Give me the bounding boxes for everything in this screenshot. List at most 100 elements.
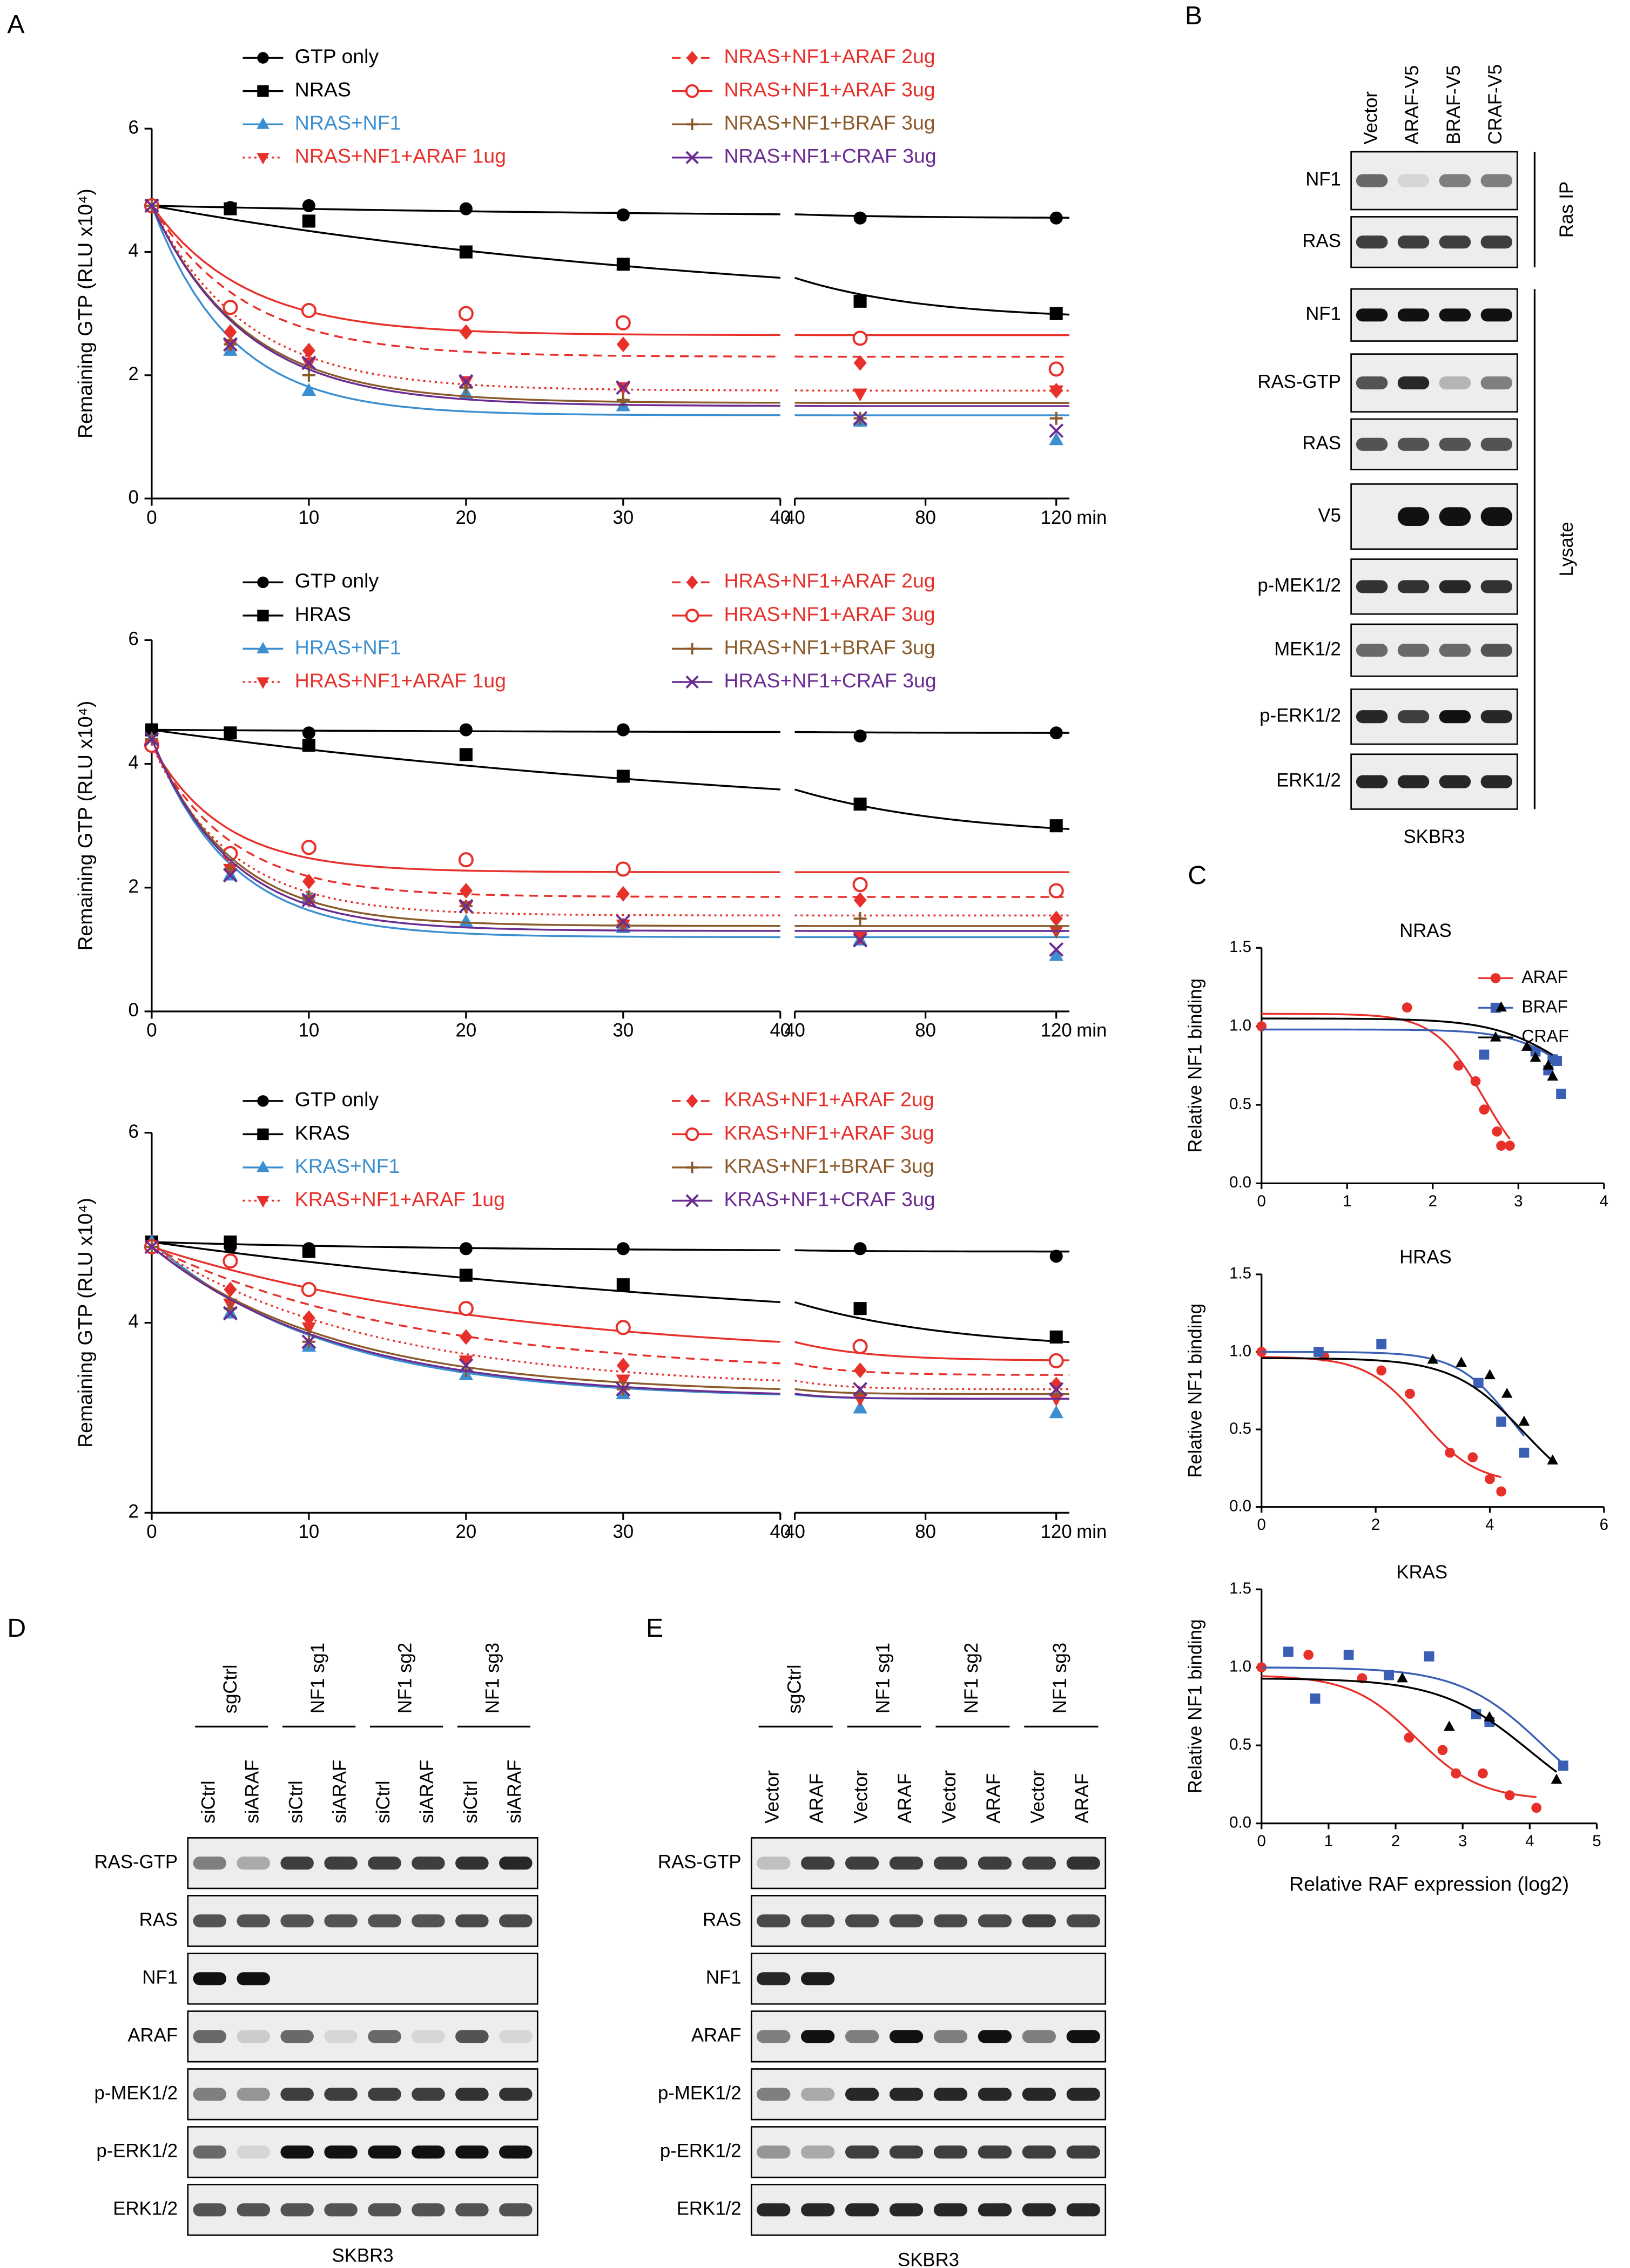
legend-marker [685,609,699,623]
fit-curve [1261,1013,1511,1140]
data-point [1343,1650,1354,1660]
data-point [1049,910,1063,927]
data-point [223,1306,238,1321]
legend-marker [686,118,698,130]
fit-curve [151,205,1069,336]
band [368,2088,401,2101]
y-tick-label: 1.5 [1229,938,1251,956]
band [1397,710,1430,724]
data-point [616,336,630,353]
band [1066,2203,1100,2217]
band [1480,710,1513,724]
y-tick-label: 0 [129,487,139,508]
band [1397,174,1430,187]
band [845,2203,879,2217]
fit-curve [151,739,1069,939]
fit-curve [151,728,1069,734]
legend-marker [257,642,270,653]
data-point [1376,1365,1387,1376]
y-tick-label: 2 [129,1502,139,1522]
lane-label: Vector [939,1770,960,1824]
chart-title: KRAS [1396,1562,1447,1583]
data-point [1048,883,1064,899]
band [412,1914,445,1928]
group-label: NF1 sg1 [873,1643,893,1713]
band [889,1857,924,1870]
band [1397,507,1430,526]
legend-label: BRAF [1521,997,1568,1016]
band [324,1857,358,1870]
x-tick-label: 120 [1041,1522,1072,1542]
band [324,1972,358,1985]
data-point [1049,411,1063,425]
band [1356,308,1388,322]
band [933,2203,968,2217]
band [1397,580,1430,593]
fit-curve [151,1246,1069,1361]
fit-curve [1261,1028,1562,1064]
data-point [616,723,630,737]
lane-label: ARAF [984,1773,1004,1824]
y-tick-label: 1.5 [1229,1580,1251,1597]
legend-label: NRAS+NF1 [295,111,401,134]
legend-marker [257,1095,269,1107]
data-point [223,1253,238,1269]
data-point [1049,432,1063,446]
band [324,1914,358,1928]
data-point [459,899,474,914]
row-label: p-MEK1/2 [1257,576,1341,596]
row-label: NF1 [706,1967,742,1988]
legend-marker [257,677,270,689]
legend-marker [257,117,270,129]
y-tick-label: 0 [129,1000,139,1021]
band [1439,580,1471,593]
row-label: p-ERK1/2 [96,2141,178,2162]
band [1397,775,1430,788]
data-point [459,374,474,389]
band [757,2088,791,2101]
legend-label: GTP only [295,1088,379,1111]
data-point [459,1242,473,1256]
legend-marker [685,1194,699,1207]
row-label: ERK1/2 [113,2199,178,2219]
fit-curve [151,1246,1069,1400]
band [499,1972,533,1985]
legend-marker [686,575,698,590]
data-point [1501,1387,1513,1398]
band [324,2030,358,2043]
band [1022,2088,1056,2101]
data-point [301,1334,316,1349]
fit-curve [151,739,1069,927]
band [455,2030,489,2043]
data-point [301,355,316,370]
data-point [224,1235,237,1249]
band [1480,644,1513,657]
band [412,1857,445,1870]
data-point [1405,1388,1415,1399]
legend-marker [685,151,699,164]
data-point [1484,1369,1496,1380]
data-point [459,381,473,394]
data-point [616,1242,630,1256]
lane-label: Vector [1360,91,1381,145]
y-tick-label: 0.0 [1229,1813,1251,1831]
x-tick-label: 0 [146,1522,157,1542]
band [1022,1914,1056,1928]
y-tick-label: 0.0 [1229,1497,1251,1515]
band [237,2088,270,2101]
band [193,1972,227,1986]
section-label: Ras IP [1557,181,1577,238]
y-tick-label: 4 [129,753,139,773]
fit-curve [151,1246,1069,1376]
data-point [1049,423,1064,438]
legend-label: HRAS+NF1+CRAF 3ug [724,669,936,692]
legend-label: HRAS [295,603,351,625]
data-point [1547,1070,1559,1081]
cell-line: SKBR3 [332,2245,394,2266]
data-point [1404,1732,1415,1743]
data-point [615,861,631,877]
group-label: NF1 sg2 [961,1643,982,1713]
data-point [223,868,238,883]
data-point [616,1358,630,1374]
data-point [1256,1662,1267,1673]
